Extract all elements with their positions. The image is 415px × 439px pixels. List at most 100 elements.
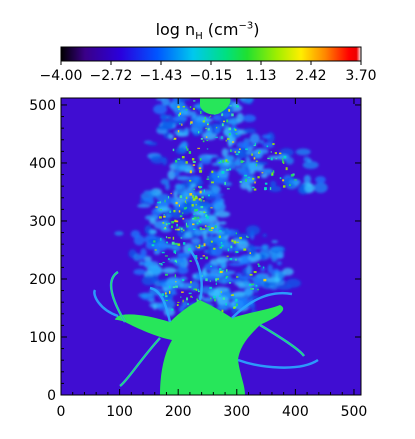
- gas-filament: [201, 159, 212, 165]
- gas-filament: [214, 125, 221, 135]
- dense-clump: [199, 170, 203, 173]
- gas-filament: [295, 148, 311, 156]
- dense-clump: [221, 244, 224, 247]
- dense-clump: [226, 161, 229, 163]
- dense-clump: [193, 213, 196, 215]
- dense-clump: [274, 152, 277, 155]
- dense-clump: [165, 236, 168, 239]
- dense-clump: [201, 196, 204, 199]
- dense-clump: [185, 222, 188, 226]
- dense-clump: [235, 232, 238, 235]
- dense-clump: [195, 208, 198, 211]
- dense-clump: [198, 220, 200, 223]
- gas-filament: [183, 201, 193, 210]
- gas-filament: [238, 261, 249, 265]
- dense-clump: [282, 160, 284, 164]
- gas-filament: [238, 169, 252, 176]
- gas-filament: [303, 156, 310, 162]
- dense-clump: [162, 261, 165, 263]
- dense-clump: [248, 283, 252, 286]
- dense-clump: [196, 222, 199, 225]
- gas-filament: [262, 233, 267, 237]
- gas-filament: [246, 264, 253, 276]
- gas-filament: [269, 180, 277, 187]
- dense-clump: [207, 225, 211, 228]
- dense-clumps: [151, 100, 297, 313]
- dense-clump: [246, 235, 248, 238]
- gas-filament: [175, 184, 187, 195]
- dense-clump: [215, 136, 218, 138]
- gas-filament: [153, 104, 168, 115]
- dense-clump: [261, 172, 264, 174]
- dense-clump: [237, 151, 241, 154]
- dense-clump: [222, 297, 225, 300]
- dense-clump: [206, 140, 209, 142]
- dense-clump: [191, 158, 195, 161]
- dense-clump: [210, 265, 212, 268]
- dense-clump: [228, 168, 232, 171]
- dense-clump: [195, 245, 197, 248]
- gas-filament: [213, 201, 226, 213]
- gas-filament: [260, 266, 266, 272]
- gas-filament: [167, 169, 176, 180]
- dense-clump: [267, 157, 270, 160]
- dense-clump: [165, 299, 168, 302]
- dense-clump: [167, 237, 171, 239]
- gas-filament: [240, 162, 250, 169]
- dense-clump: [192, 198, 196, 201]
- dense-clump: [182, 279, 185, 282]
- dense-clump: [266, 145, 269, 148]
- dense-clump: [174, 252, 176, 255]
- dense-clump: [202, 255, 205, 257]
- dense-clump: [162, 222, 165, 224]
- dense-clump: [207, 128, 210, 131]
- dense-clump: [236, 241, 239, 243]
- dense-clump: [179, 112, 182, 115]
- dense-clump: [208, 194, 210, 197]
- gas-filament: [277, 251, 284, 259]
- gas-filament: [225, 278, 242, 283]
- gas-filament: [155, 193, 170, 201]
- gas-filament: [180, 235, 193, 240]
- dense-clump: [161, 293, 164, 296]
- gas-filament: [216, 256, 230, 263]
- dense-clump: [225, 277, 228, 279]
- dense-clump: [163, 215, 166, 218]
- y-tick-label: 200: [29, 272, 56, 288]
- dense-clump: [202, 120, 206, 123]
- dense-clump: [224, 181, 226, 185]
- dense-clump: [231, 113, 234, 117]
- gas-filament: [161, 98, 171, 106]
- dense-clump: [151, 244, 155, 247]
- dense-clump: [211, 227, 214, 230]
- dense-clump: [188, 248, 191, 252]
- dense-clump: [228, 282, 232, 284]
- dense-clump: [245, 178, 247, 182]
- dense-clump: [282, 158, 284, 161]
- gas-filament: [172, 98, 181, 104]
- dense-clump: [174, 137, 177, 140]
- dense-clump: [232, 294, 234, 296]
- dense-clump: [290, 174, 294, 177]
- plot-frame: [60, 97, 362, 396]
- dense-clump: [233, 240, 237, 244]
- gas-filament: [180, 141, 188, 148]
- gas-filament: [235, 150, 245, 160]
- dense-clump: [194, 196, 198, 200]
- dense-clump: [225, 169, 229, 171]
- colorbar-tick-label: −1.43: [140, 68, 183, 84]
- dense-clump: [187, 303, 189, 305]
- dense-clump: [164, 227, 166, 229]
- dense-clump: [182, 242, 186, 245]
- gas-filament: [160, 114, 169, 119]
- dense-clump: [193, 288, 197, 291]
- dense-clump: [207, 122, 210, 125]
- dense-clump: [239, 181, 242, 183]
- dense-clump: [189, 170, 192, 174]
- gas-filament: [181, 208, 190, 213]
- dense-clump: [283, 161, 285, 164]
- dense-clump: [189, 179, 192, 182]
- gas-filament: [227, 118, 240, 125]
- dense-clump: [269, 187, 272, 190]
- dense-clump: [178, 113, 180, 117]
